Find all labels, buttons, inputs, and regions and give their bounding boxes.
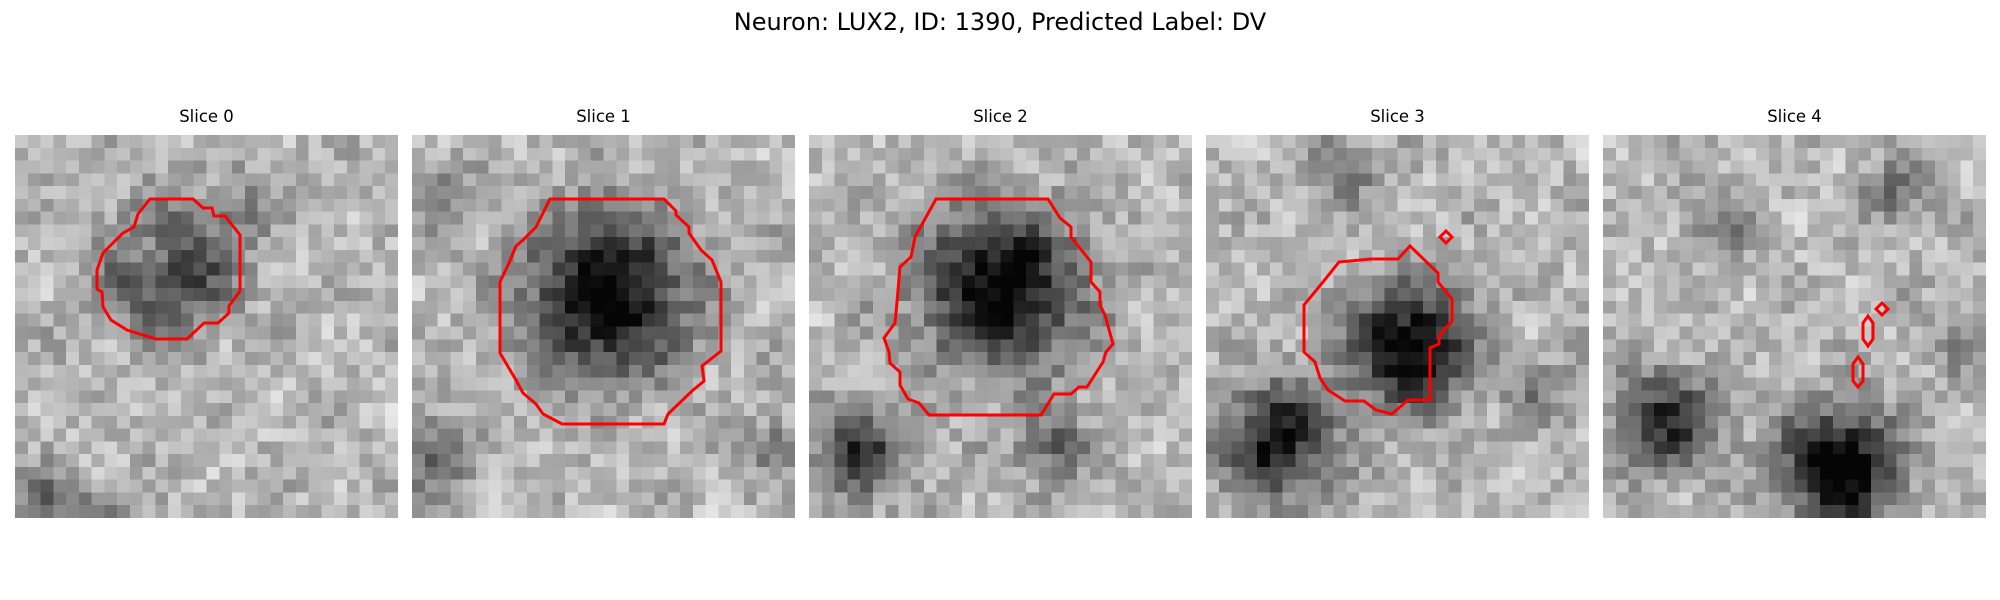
slice-title: Slice 2 (973, 107, 1028, 126)
roi-outline (95, 197, 242, 341)
roi-outline (1302, 243, 1454, 416)
slice-panel-1: Slice 1 (412, 106, 795, 518)
roi-contour (882, 197, 1115, 417)
figure-title: Neuron: LUX2, ID: 1390, Predicted Label:… (733, 8, 1267, 36)
roi-contour (1302, 228, 1455, 416)
roi-outline (1437, 228, 1455, 246)
roi-contour (95, 197, 242, 341)
roi-outline (498, 197, 723, 426)
slice-panel-3: Slice 3 (1206, 106, 1589, 518)
slice-title: Slice 4 (1767, 107, 1822, 126)
slice-image (15, 135, 398, 518)
roi-contour (1851, 300, 1891, 390)
roi-outline (1851, 354, 1865, 390)
slice-title: Slice 1 (576, 107, 631, 126)
roi-outline (1861, 313, 1875, 349)
slice-title: Slice 3 (1370, 107, 1425, 126)
slice-panel-0: Slice 0 (15, 106, 398, 518)
slice-panel-4: Slice 4 (1603, 106, 1986, 518)
slice-image (1603, 135, 1986, 518)
roi-contour (498, 197, 723, 426)
roi-outline (882, 197, 1115, 417)
slice-image (1206, 135, 1589, 518)
roi-outline (1873, 300, 1891, 318)
slice-panel-2: Slice 2 (809, 106, 1192, 518)
slice-title: Slice 0 (179, 107, 234, 126)
